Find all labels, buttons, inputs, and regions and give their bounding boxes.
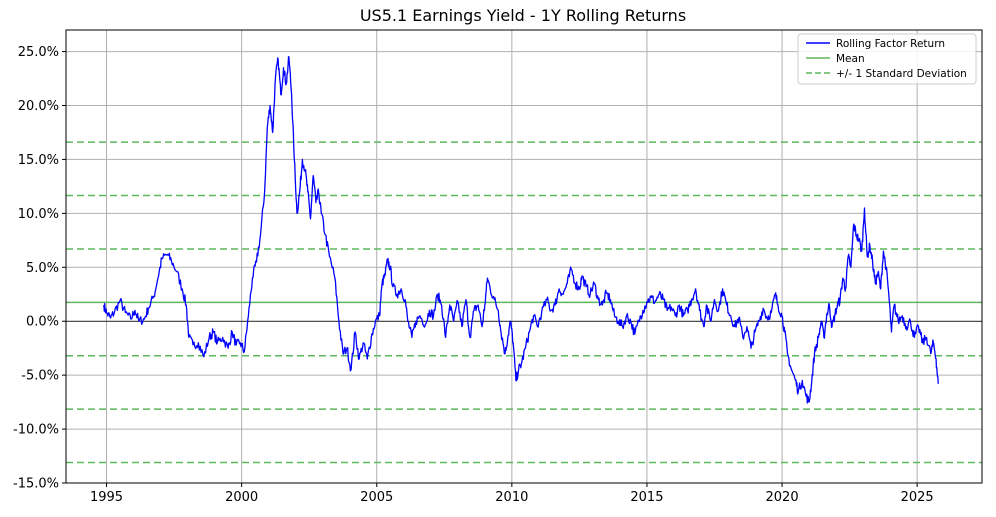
y-tick-label: 10.0%	[18, 207, 59, 222]
x-tick-label: 1995	[90, 490, 123, 505]
chart-title: US5.1 Earnings Yield - 1Y Rolling Return…	[360, 6, 686, 25]
x-tick-label: 2010	[495, 490, 528, 505]
legend-label-mean: Mean	[836, 53, 865, 65]
y-tick-label: -5.0%	[21, 369, 59, 384]
x-tick-label: 2025	[901, 490, 934, 505]
legend: Rolling Factor Return Mean +/- 1 Standar…	[797, 33, 977, 85]
y-tick-label: 5.0%	[26, 261, 59, 276]
y-tick-label: -15.0%	[13, 477, 59, 492]
legend-box	[797, 33, 977, 85]
x-tick-label: 2015	[630, 490, 663, 505]
y-tick-label: 15.0%	[18, 153, 59, 168]
x-tick-label: 2020	[766, 490, 799, 505]
y-tick-label: 20.0%	[18, 99, 59, 114]
series-layer	[103, 56, 939, 404]
plot-frame	[65, 29, 983, 484]
y-tick-label: -10.0%	[13, 423, 59, 438]
x-tick-label: 2000	[225, 490, 258, 505]
legend-label-series: Rolling Factor Return	[836, 38, 945, 50]
series-line-rolling-factor-return	[103, 56, 939, 404]
axis-ticks: 1995 2000 2005 2010 2015 2020 2025 -15.0% -10.0%…	[13, 45, 934, 505]
y-tick-label: 0.0%	[26, 315, 59, 330]
legend-label-std: +/- 1 Standard Deviation	[836, 68, 967, 80]
y-tick-label: 25.0%	[18, 45, 59, 60]
x-tick-label: 2005	[360, 490, 393, 505]
